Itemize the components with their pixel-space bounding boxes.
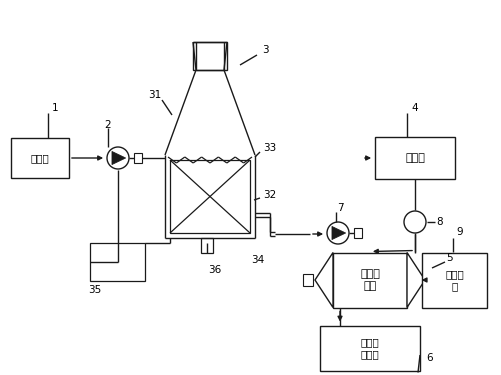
Polygon shape xyxy=(112,152,126,165)
Text: 沼气回
收装置: 沼气回 收装置 xyxy=(361,337,379,359)
Bar xyxy=(11,138,69,178)
Text: 回收水
池: 回收水 池 xyxy=(445,269,464,291)
Polygon shape xyxy=(407,252,425,308)
Text: 5: 5 xyxy=(447,253,453,263)
Bar xyxy=(333,252,407,308)
Text: 36: 36 xyxy=(208,265,221,275)
Text: 7: 7 xyxy=(337,203,343,213)
Text: 33: 33 xyxy=(264,143,277,153)
Text: 31: 31 xyxy=(148,90,162,100)
Text: 3: 3 xyxy=(262,45,269,55)
Text: 废水池: 废水池 xyxy=(31,153,50,163)
Bar xyxy=(375,137,455,179)
Bar xyxy=(320,326,420,370)
Text: 8: 8 xyxy=(437,217,443,227)
Bar xyxy=(201,237,213,252)
Bar xyxy=(134,153,142,163)
Circle shape xyxy=(404,211,426,233)
Text: 32: 32 xyxy=(264,190,277,200)
Circle shape xyxy=(327,222,349,244)
Bar xyxy=(193,42,227,70)
Polygon shape xyxy=(332,226,346,240)
Text: 4: 4 xyxy=(412,103,418,113)
Bar xyxy=(303,274,313,286)
Text: 除氧器: 除氧器 xyxy=(405,153,425,163)
Text: 35: 35 xyxy=(88,285,102,295)
Text: 2: 2 xyxy=(105,120,111,130)
Text: 厌氧反
应器: 厌氧反 应器 xyxy=(360,269,380,291)
Bar xyxy=(354,228,362,238)
Text: 9: 9 xyxy=(457,227,463,237)
Text: 34: 34 xyxy=(252,255,265,265)
Bar xyxy=(422,252,487,308)
Polygon shape xyxy=(315,252,333,308)
Circle shape xyxy=(107,147,129,169)
Text: 6: 6 xyxy=(427,353,433,363)
Bar xyxy=(170,160,250,233)
Text: 1: 1 xyxy=(52,103,58,113)
Bar xyxy=(91,243,145,281)
